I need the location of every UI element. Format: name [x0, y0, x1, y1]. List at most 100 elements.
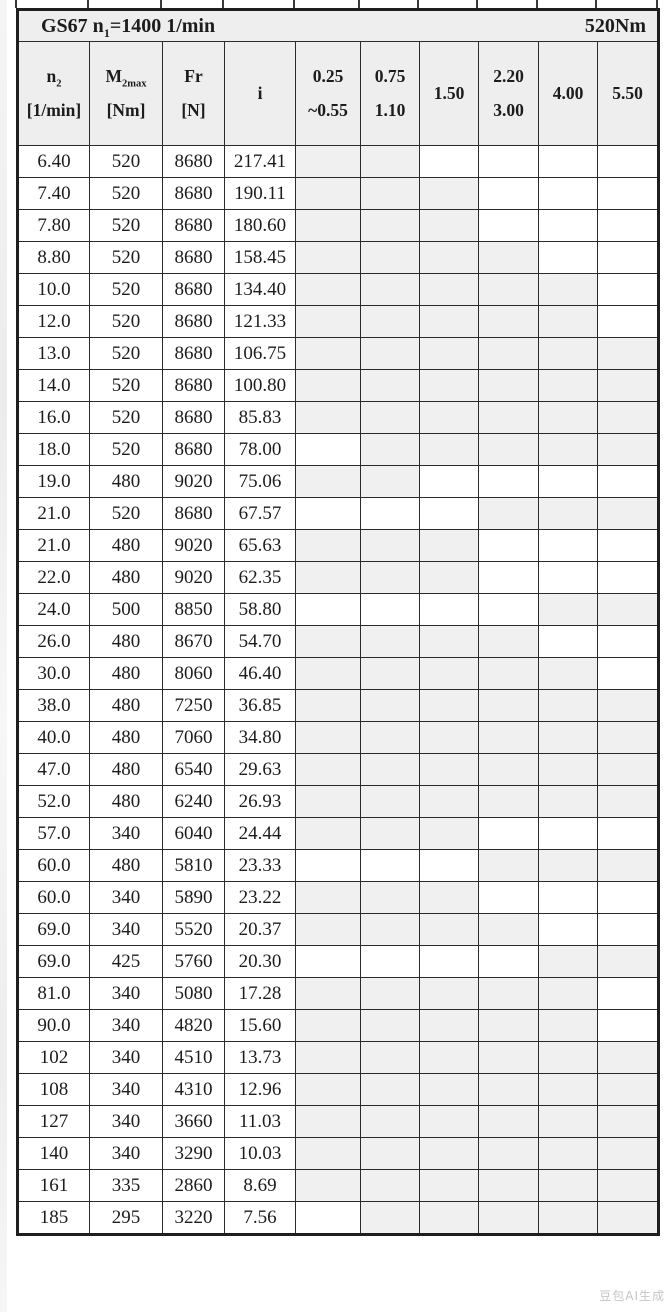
cell-i: 158.45 — [224, 241, 296, 274]
cell-fr: 5890 — [162, 881, 225, 914]
cell-fr: 7060 — [162, 721, 225, 754]
ratio-cell-shaded — [419, 721, 479, 754]
cell-m2max: 295 — [89, 1201, 163, 1235]
ratio-cell-shaded — [360, 369, 420, 402]
ratio-cell-shaded — [295, 177, 361, 210]
cell-n2: 102 — [17, 1041, 90, 1074]
ratio-cell-empty — [538, 561, 598, 594]
ratio-cell-empty — [597, 465, 659, 498]
ratio-cell-shaded — [295, 785, 361, 818]
ratio-cell-shaded — [478, 913, 539, 946]
cell-i: 62.35 — [224, 561, 296, 594]
ratio-cell-shaded — [538, 721, 598, 754]
ratio-cell-shaded — [360, 1073, 420, 1106]
cell-i: 106.75 — [224, 337, 296, 370]
ratio-cell-shaded — [295, 721, 361, 754]
ratio-cell-shaded — [478, 1169, 539, 1202]
cell-n2: 185 — [17, 1201, 90, 1235]
ratio-cell-shaded — [478, 1201, 539, 1235]
ratio-cell-shaded — [597, 785, 659, 818]
cell-i: 78.00 — [224, 433, 296, 466]
cell-m2max: 340 — [89, 817, 163, 850]
ratio-cell-shaded — [419, 433, 479, 466]
table-row: 21.0 520 8680 67.57 — [17, 497, 659, 530]
ratio-cell-shaded — [538, 497, 598, 530]
cell-n2: 90.0 — [17, 1009, 90, 1042]
cell-n2: 127 — [17, 1105, 90, 1138]
cell-fr: 8680 — [162, 433, 225, 466]
ratio-cell-shaded — [295, 913, 361, 946]
cell-i: 34.80 — [224, 721, 296, 754]
cell-i: 75.06 — [224, 465, 296, 498]
ratio-cell-shaded — [538, 1073, 598, 1106]
cell-n2: 12.0 — [17, 305, 90, 338]
ratio-cell-shaded — [295, 561, 361, 594]
ratio-cell-empty — [360, 945, 420, 978]
ratio-cell-empty — [597, 1009, 659, 1042]
cell-fr: 8680 — [162, 337, 225, 370]
ratio-cell-shaded — [538, 1009, 598, 1042]
ratio-cell-shaded — [360, 913, 420, 946]
ratio-cell-shaded — [419, 1009, 479, 1042]
ratio-cell-shaded — [360, 529, 420, 562]
cell-i: 180.60 — [224, 209, 296, 242]
table-title-torque: 520Nm — [584, 14, 646, 37]
ratio-cell-shaded — [419, 305, 479, 338]
cell-m2max: 340 — [89, 977, 163, 1010]
cell-n2: 8.80 — [17, 241, 90, 274]
cell-fr: 8680 — [162, 177, 225, 210]
ratio-cell-shaded — [538, 369, 598, 402]
ratio-cell-empty — [597, 913, 659, 946]
column-line-stub — [222, 0, 224, 8]
ratio-cell-shaded — [538, 1201, 598, 1235]
cell-i: 29.63 — [224, 753, 296, 786]
ratio-cell-shaded — [360, 241, 420, 274]
cell-m2max: 340 — [89, 1073, 163, 1106]
cell-n2: 57.0 — [17, 817, 90, 850]
table-row: 38.0 480 7250 36.85 — [17, 689, 659, 722]
ratio-cell-empty — [478, 593, 539, 626]
cell-i: 17.28 — [224, 977, 296, 1010]
cell-i: 65.63 — [224, 529, 296, 562]
ratio-cell-empty — [597, 977, 659, 1010]
ratio-cell-empty — [478, 561, 539, 594]
ratio-cell-shaded — [478, 401, 539, 434]
ratio-cell-shaded — [419, 913, 479, 946]
cell-i: 121.33 — [224, 305, 296, 338]
ratio-cell-shaded — [360, 977, 420, 1010]
ratio-cell-shaded — [419, 1073, 479, 1106]
ratio-cell-empty — [597, 177, 659, 210]
table-row: 140 340 3290 10.03 — [17, 1137, 659, 1170]
cell-i: 26.93 — [224, 785, 296, 818]
cell-fr: 9020 — [162, 529, 225, 562]
ratio-cell-shaded — [538, 401, 598, 434]
cell-m2max: 520 — [89, 497, 163, 530]
ratio-cell-shaded — [419, 625, 479, 658]
cell-m2max: 520 — [89, 145, 163, 178]
cell-n2: 81.0 — [17, 977, 90, 1010]
ratio-cell-empty — [478, 209, 539, 242]
table-row: 102 340 4510 13.73 — [17, 1041, 659, 1074]
column-line-stub — [476, 0, 478, 8]
ratio-cell-shaded — [419, 1137, 479, 1170]
cell-n2: 60.0 — [17, 881, 90, 914]
column-line-stub — [87, 0, 89, 8]
cell-n2: 19.0 — [17, 465, 90, 498]
ratio-cell-shaded — [419, 753, 479, 786]
ratio-cell-shaded — [295, 657, 361, 690]
ratio-cell-shaded — [538, 657, 598, 690]
cell-m2max: 520 — [89, 305, 163, 338]
ratio-cell-shaded — [419, 529, 479, 562]
cell-m2max: 520 — [89, 209, 163, 242]
ratio-cell-shaded — [360, 625, 420, 658]
cell-fr: 8850 — [162, 593, 225, 626]
cell-fr: 8680 — [162, 497, 225, 530]
ratio-cell-shaded — [478, 369, 539, 402]
table-row: 161 335 2860 8.69 — [17, 1169, 659, 1202]
ratio-cell-shaded — [419, 209, 479, 242]
ratio-cell-shaded — [360, 337, 420, 370]
ratio-cell-shaded — [295, 1169, 361, 1202]
ratio-cell-shaded — [597, 369, 659, 402]
ratio-cell-shaded — [419, 177, 479, 210]
ratio-cell-empty — [478, 177, 539, 210]
